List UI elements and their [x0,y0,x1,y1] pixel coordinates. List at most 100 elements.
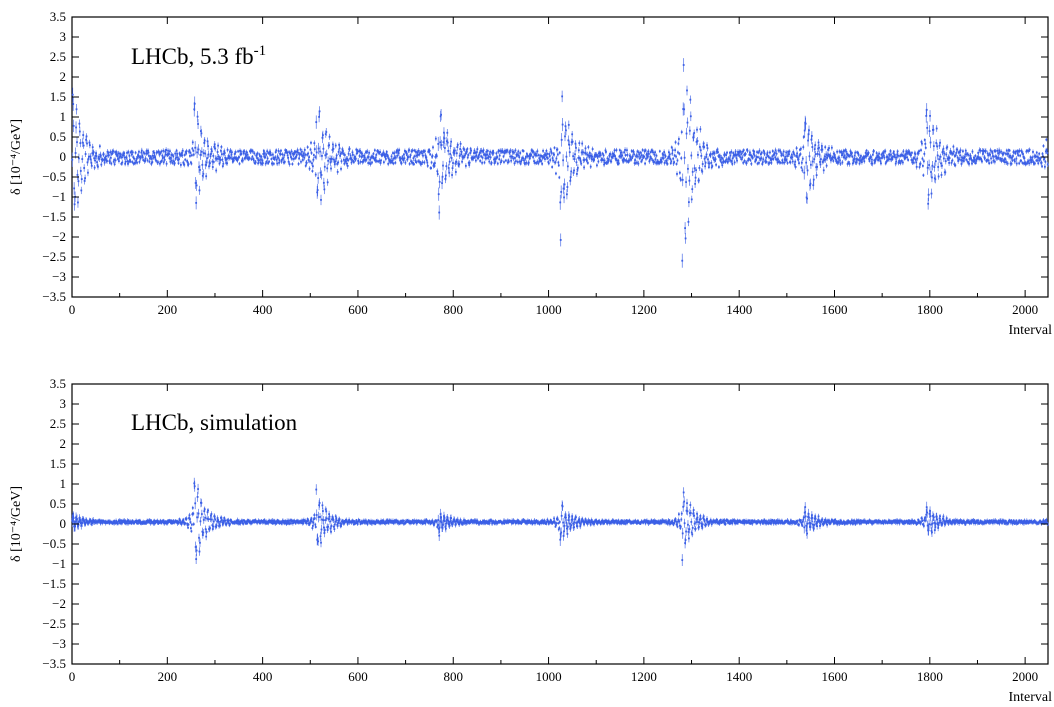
data-point [228,157,231,159]
data-point [175,521,178,523]
data-point [492,150,494,152]
data-point [602,159,605,162]
data-point [575,146,577,149]
data-point [968,158,971,160]
data-point [351,151,354,154]
data-point [198,536,200,539]
data-point [267,152,270,154]
data-point [698,179,700,182]
data-point [711,165,714,167]
data-point [877,159,880,162]
data-point [366,156,369,159]
data-point [213,515,216,518]
data-point [503,152,506,154]
data-point [516,153,519,156]
data-point [543,153,546,156]
data-point [939,155,942,158]
data-point [659,161,662,163]
data-point [665,160,668,163]
data-point [193,482,196,485]
data-point [865,155,868,158]
data-point [197,488,199,490]
data-point [880,162,882,165]
data-point [413,149,416,152]
data-point [486,149,489,152]
data-point [423,150,425,153]
data-point [850,152,852,154]
data-point [743,159,746,162]
data-point [114,151,117,153]
data-point [583,166,585,169]
data-point [1046,163,1049,166]
data-point [121,154,124,157]
data-point [818,153,821,156]
data-point [159,521,161,524]
data-point [535,154,538,157]
data-point [205,175,208,178]
data-point [506,149,509,152]
data-point [523,162,526,164]
data-point [501,150,503,153]
data-point [269,152,272,154]
data-point [980,157,982,160]
data-point [133,521,136,524]
data-point [186,524,189,526]
data-point [103,158,106,161]
data-point [667,157,669,160]
data-point [252,159,255,162]
data-point [114,159,117,162]
data-point [937,166,940,168]
y-axis-ticks: 3.532.521.510.50−0.5−1−1.5−2−2.5−3−3.5 [42,9,1048,304]
data-point [430,167,432,170]
data-point [660,160,663,163]
data-point [749,151,751,154]
data-point [144,522,147,525]
data-point [142,159,145,161]
data-point [188,149,191,152]
data-point [238,520,240,523]
data-point [528,155,531,157]
data-point [412,162,414,164]
data-point [138,160,141,163]
data-point [153,154,156,157]
data-point [79,522,82,525]
data-point [899,155,901,157]
data-point [259,155,261,157]
data-point [971,150,974,153]
data-point [193,108,196,111]
data-point [582,159,585,161]
data-point [360,156,363,158]
data-point [920,140,923,143]
data-point [75,108,78,111]
data-point [871,162,874,165]
data-point [181,149,184,152]
data-point [291,157,293,160]
data-point [706,147,709,150]
data-point [820,148,823,151]
data-point [320,198,322,201]
data-point [563,183,566,186]
data-point [387,157,390,160]
data-point [454,149,456,152]
data-point [231,160,234,163]
data-point [433,163,435,166]
data-point [515,160,517,163]
data-point [780,152,783,155]
data-point [85,518,87,521]
data-point [300,153,303,156]
data-point [92,151,95,154]
data-point [181,154,184,157]
data-point [1018,149,1021,152]
data-point [602,154,605,157]
data-point [908,152,910,155]
data-point [631,156,634,159]
data-point [299,152,301,155]
data-point [169,520,172,523]
data-point [988,162,991,165]
data-point [340,160,343,163]
data-point [131,519,134,522]
data-point [270,158,273,160]
data-point [362,160,365,163]
data-point [160,150,163,153]
data-point [132,156,135,159]
